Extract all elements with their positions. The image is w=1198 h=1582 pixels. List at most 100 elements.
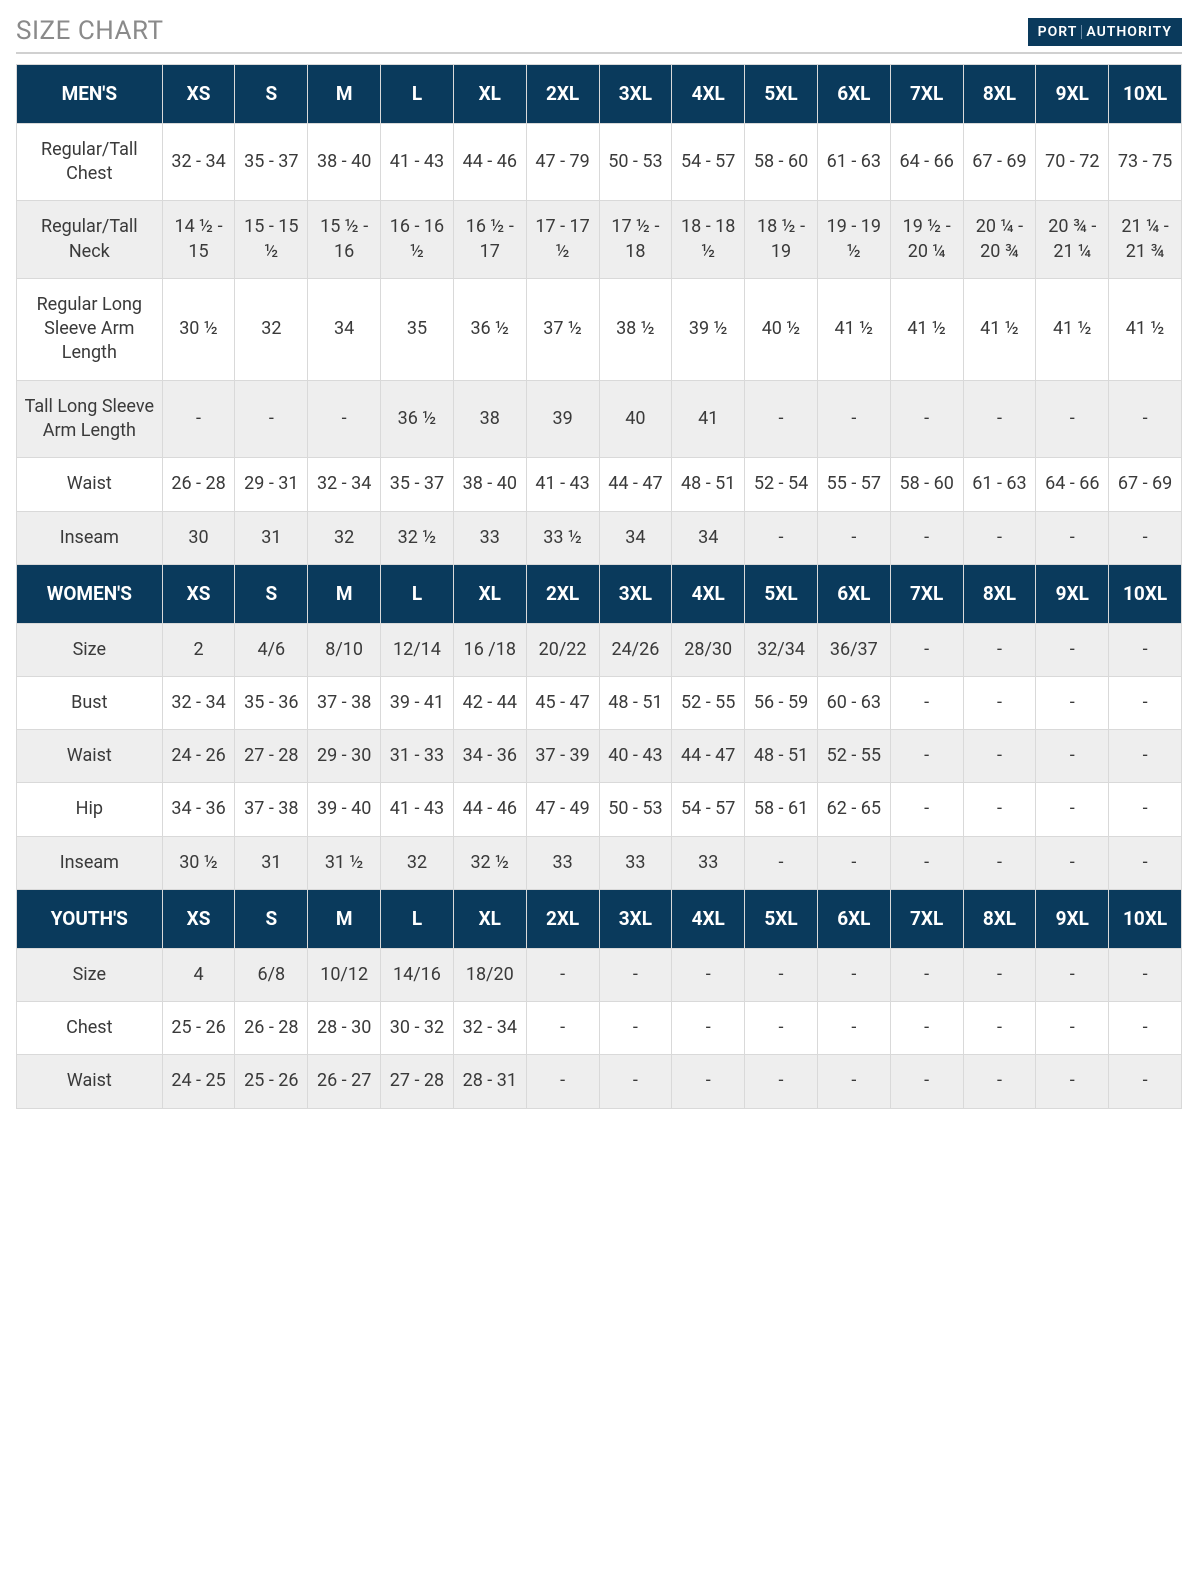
size-value-cell: 18/20 <box>453 948 526 1001</box>
size-value-cell: 27 - 28 <box>381 1055 454 1108</box>
size-value-cell: 64 - 66 <box>1036 458 1109 511</box>
size-value-cell: 50 - 53 <box>599 783 672 836</box>
size-value-cell: - <box>963 623 1036 676</box>
size-column-header: 3XL <box>599 564 672 623</box>
size-value-cell: 37 ½ <box>526 278 599 380</box>
size-value-cell: - <box>1036 948 1109 1001</box>
size-column-header: XS <box>162 890 235 949</box>
size-value-cell: 61 - 63 <box>963 458 1036 511</box>
size-value-cell: - <box>963 948 1036 1001</box>
size-value-cell: 47 - 49 <box>526 783 599 836</box>
size-value-cell: 48 - 51 <box>599 676 672 729</box>
size-value-cell: 54 - 57 <box>672 783 745 836</box>
size-value-cell: 38 ½ <box>599 278 672 380</box>
row-label: Waist <box>17 730 163 783</box>
size-value-cell: 32 <box>235 278 308 380</box>
size-value-cell: 34 - 36 <box>453 730 526 783</box>
size-column-header: XS <box>162 564 235 623</box>
size-value-cell: 42 - 44 <box>453 676 526 729</box>
size-column-header: 5XL <box>745 65 818 124</box>
size-value-cell: 38 - 40 <box>453 458 526 511</box>
size-value-cell: 24 - 26 <box>162 730 235 783</box>
size-value-cell: 32 ½ <box>453 836 526 889</box>
size-value-cell: 48 - 51 <box>672 458 745 511</box>
size-value-cell: - <box>890 730 963 783</box>
size-value-cell: 33 ½ <box>526 511 599 564</box>
size-value-cell: - <box>745 1055 818 1108</box>
size-column-header: 6XL <box>817 65 890 124</box>
size-value-cell: 44 - 46 <box>453 783 526 836</box>
size-value-cell: - <box>1036 730 1109 783</box>
size-column-header: M <box>308 890 381 949</box>
size-value-cell: 28/30 <box>672 623 745 676</box>
size-value-cell: - <box>1036 623 1109 676</box>
size-value-cell: 18 ½ - 19 <box>745 201 818 279</box>
section-name-header: YOUTH'S <box>17 890 163 949</box>
size-value-cell: - <box>599 1001 672 1054</box>
size-value-cell: 44 - 47 <box>599 458 672 511</box>
size-value-cell: 58 - 60 <box>890 458 963 511</box>
table-row: Hip34 - 3637 - 3839 - 4041 - 4344 - 4647… <box>17 783 1182 836</box>
size-column-header: XS <box>162 65 235 124</box>
size-value-cell: 31 - 33 <box>381 730 454 783</box>
size-value-cell: 32 - 34 <box>453 1001 526 1054</box>
size-column-header: 4XL <box>672 890 745 949</box>
size-value-cell: - <box>890 1055 963 1108</box>
size-value-cell: 28 - 31 <box>453 1055 526 1108</box>
size-value-cell: 16 - 16 ½ <box>381 201 454 279</box>
table-row: Size46/810/1214/1618/20--------- <box>17 948 1182 1001</box>
size-value-cell: 62 - 65 <box>817 783 890 836</box>
size-value-cell: - <box>817 380 890 458</box>
size-value-cell: 38 - 40 <box>308 123 381 201</box>
size-value-cell: - <box>672 1001 745 1054</box>
section-header-row: WOMEN'SXSSMLXL2XL3XL4XL5XL6XL7XL8XL9XL10… <box>17 564 1182 623</box>
size-value-cell: 32 ½ <box>381 511 454 564</box>
section-header-row: MEN'SXSSMLXL2XL3XL4XL5XL6XL7XL8XL9XL10XL <box>17 65 1182 124</box>
size-value-cell: - <box>308 380 381 458</box>
size-value-cell: 32 <box>308 511 381 564</box>
table-row: Waist26 - 2829 - 3132 - 3435 - 3738 - 40… <box>17 458 1182 511</box>
size-value-cell: 2 <box>162 623 235 676</box>
row-label: Regular/Tall Chest <box>17 123 163 201</box>
brand-part2: AUTHORITY <box>1086 24 1172 40</box>
size-value-cell: - <box>963 1055 1036 1108</box>
size-value-cell: 35 <box>381 278 454 380</box>
size-column-header: 8XL <box>963 65 1036 124</box>
section-name-header: WOMEN'S <box>17 564 163 623</box>
size-column-header: 9XL <box>1036 890 1109 949</box>
size-column-header: 6XL <box>817 890 890 949</box>
size-value-cell: 33 <box>599 836 672 889</box>
size-value-cell: 10/12 <box>308 948 381 1001</box>
size-column-header: 9XL <box>1036 564 1109 623</box>
size-value-cell: 52 - 55 <box>817 730 890 783</box>
table-row: Bust32 - 3435 - 3637 - 3839 - 4142 - 444… <box>17 676 1182 729</box>
size-value-cell: 52 - 54 <box>745 458 818 511</box>
size-value-cell: 36 ½ <box>453 278 526 380</box>
size-column-header: 7XL <box>890 564 963 623</box>
size-value-cell: 37 - 39 <box>526 730 599 783</box>
size-value-cell: 41 ½ <box>1036 278 1109 380</box>
size-value-cell: - <box>235 380 308 458</box>
size-value-cell: 30 ½ <box>162 278 235 380</box>
size-value-cell: 41 ½ <box>963 278 1036 380</box>
size-value-cell: 34 <box>599 511 672 564</box>
size-value-cell: - <box>817 1055 890 1108</box>
size-value-cell: 15 ½ - 16 <box>308 201 381 279</box>
size-column-header: M <box>308 564 381 623</box>
size-value-cell: - <box>599 1055 672 1108</box>
size-value-cell: 64 - 66 <box>890 123 963 201</box>
size-value-cell: 26 - 28 <box>162 458 235 511</box>
size-value-cell: - <box>817 1001 890 1054</box>
size-value-cell: 14 ½ - 15 <box>162 201 235 279</box>
size-value-cell: 56 - 59 <box>745 676 818 729</box>
size-value-cell: - <box>1036 1055 1109 1108</box>
row-label: Tall Long Sleeve Arm Length <box>17 380 163 458</box>
size-value-cell: 40 - 43 <box>599 730 672 783</box>
size-value-cell: 67 - 69 <box>963 123 1036 201</box>
size-value-cell: - <box>526 948 599 1001</box>
size-value-cell: 35 - 37 <box>381 458 454 511</box>
size-value-cell: 31 ½ <box>308 836 381 889</box>
size-value-cell: - <box>1036 511 1109 564</box>
size-value-cell: 44 - 46 <box>453 123 526 201</box>
size-value-cell: 73 - 75 <box>1109 123 1182 201</box>
